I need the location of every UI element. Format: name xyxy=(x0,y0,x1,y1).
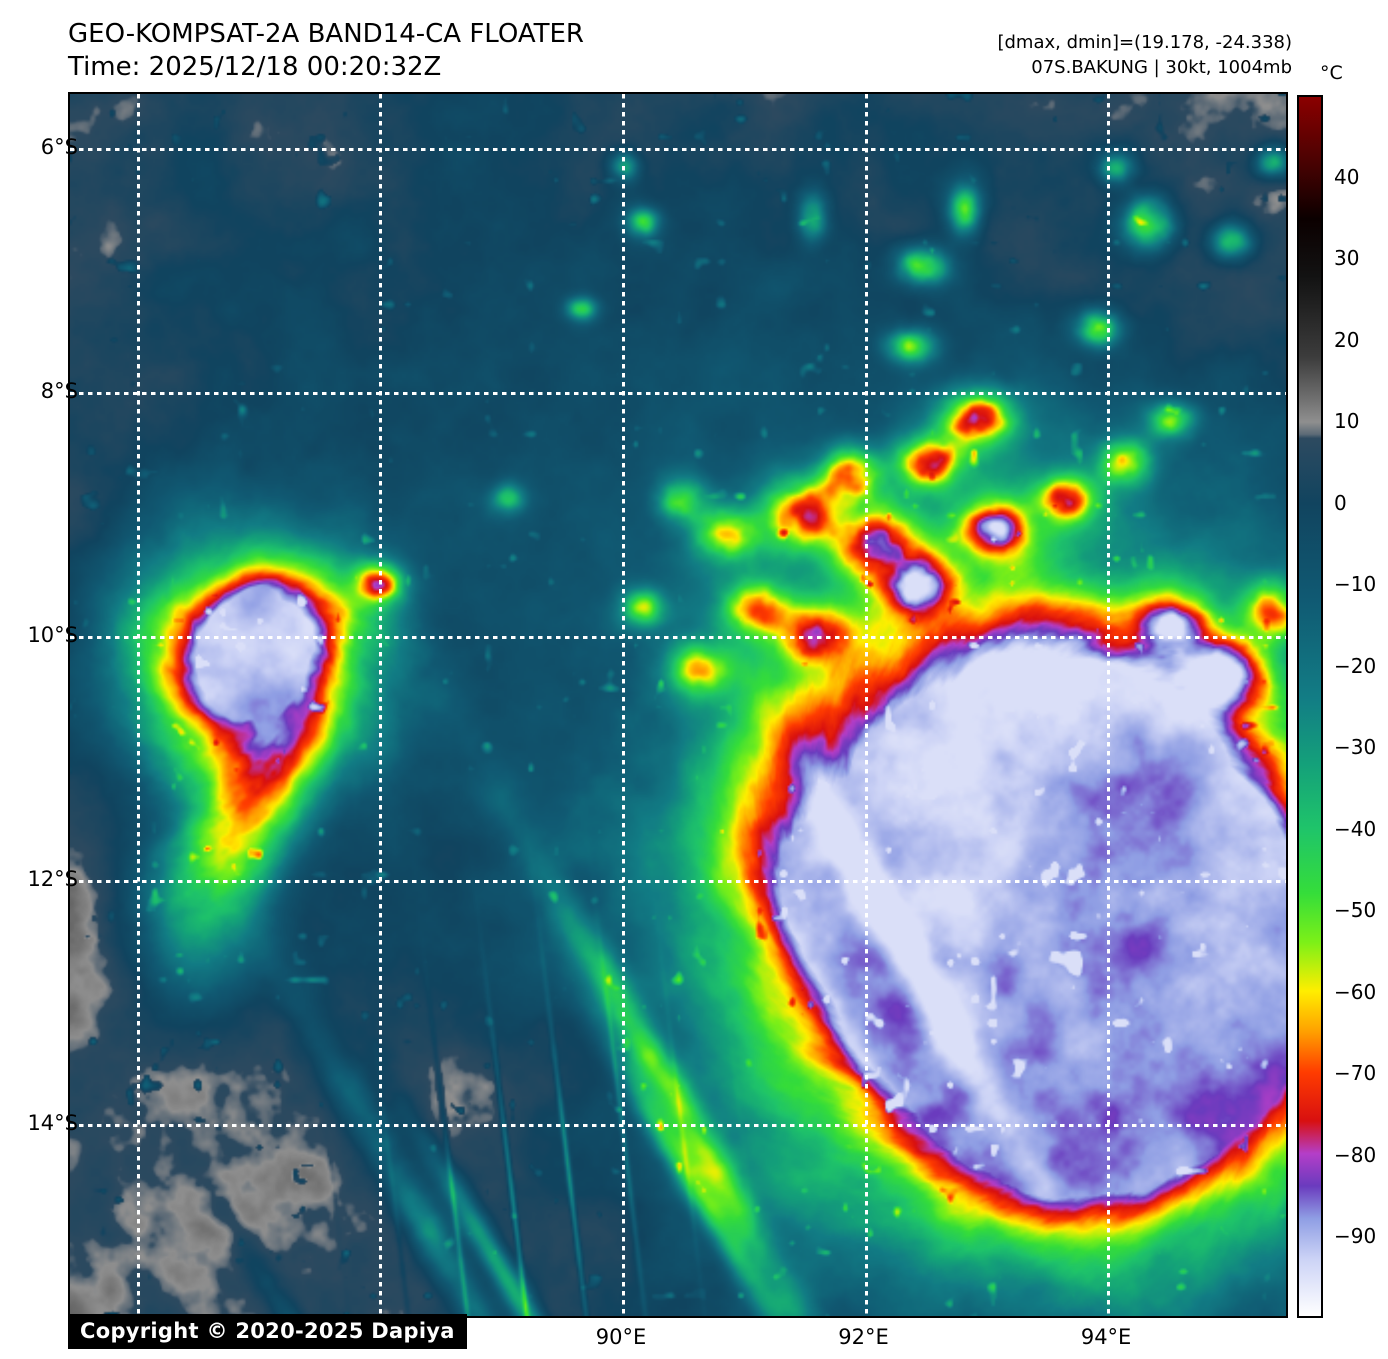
colorbar-tick-minus60: −60 xyxy=(1334,979,1377,1004)
colorbar-tick-minus30: −30 xyxy=(1334,735,1377,760)
title-block: GEO-KOMPSAT-2A BAND14-CA FLOATER Time: 2… xyxy=(68,18,584,85)
colorbar-unit-label: °C xyxy=(1320,62,1343,84)
colorbar-tick-minus80: −80 xyxy=(1334,1142,1377,1167)
copyright-watermark: Copyright © 2020-2025 Dapiya xyxy=(68,1314,467,1349)
colorbar-tick-minus70: −70 xyxy=(1334,1061,1377,1086)
colorbar-tick-minus90: −90 xyxy=(1334,1224,1377,1249)
ytick-label-8: 8°S xyxy=(40,378,78,403)
colorbar-tick-minus10: −10 xyxy=(1334,572,1377,597)
timestamp-label: Time: 2025/12/18 00:20:32Z xyxy=(68,52,442,83)
xtick-label-94: 94°E xyxy=(1080,1325,1132,1349)
ytick-label-12: 12°S xyxy=(27,866,78,891)
colorbar-tick-minus40: −40 xyxy=(1334,816,1377,841)
colorbar-tick-10: 10 xyxy=(1334,409,1360,434)
xtick-label-92: 92°E xyxy=(838,1325,889,1349)
ytick-label-6: 6°S xyxy=(40,134,78,159)
ytick-label-14: 14°S xyxy=(27,1110,78,1135)
colorbar-tick-30: 30 xyxy=(1334,246,1360,271)
annotation-block: [dmax, dmin]=(19.178, -24.338) 07S.BAKUN… xyxy=(997,30,1292,80)
colorbar-tick-40: 40 xyxy=(1334,164,1360,189)
ytick-label-10: 10°S xyxy=(27,622,78,647)
colorbar-tick-20: 20 xyxy=(1334,327,1360,352)
storm-info-label: 07S.BAKUNG | 30kt, 1004mb xyxy=(1031,57,1292,79)
colorbar-gradient xyxy=(1299,97,1321,1316)
colorbar xyxy=(1297,95,1323,1318)
colorbar-tick-minus20: −20 xyxy=(1334,653,1377,678)
colorbar-tick-minus50: −50 xyxy=(1334,898,1377,923)
satellite-ir-heatmap xyxy=(70,94,1286,1316)
colorbar-tick-0: 0 xyxy=(1334,490,1347,515)
data-range-label: [dmax, dmin]=(19.178, -24.338) xyxy=(997,32,1292,53)
satellite-image-plot[interactable] xyxy=(68,92,1288,1318)
page-title: GEO-KOMPSAT-2A BAND14-CA FLOATER xyxy=(68,19,585,49)
xtick-label-90: 90°E xyxy=(595,1325,647,1349)
